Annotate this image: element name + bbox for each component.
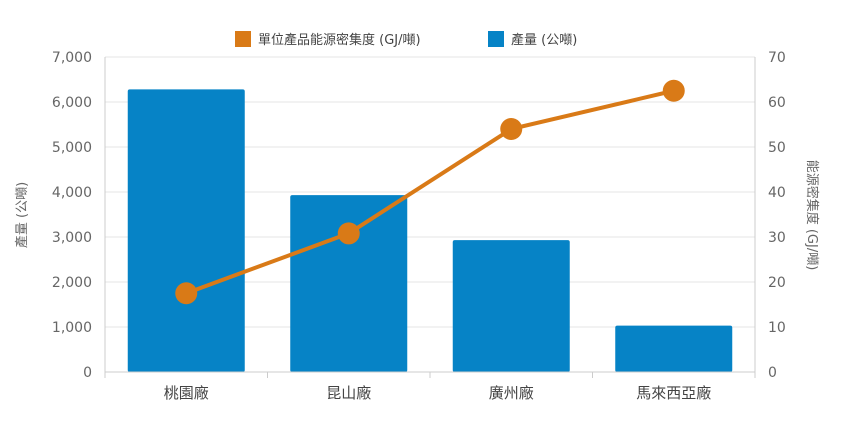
y-right-tick-label: 70 [768,50,786,66]
y-axis-left-title: 產量 (公噸) [14,182,30,248]
y-right-tick-label: 40 [768,185,786,201]
y-right-tick-label: 30 [768,230,786,246]
legend-label-production: 產量 (公噸) [511,32,577,48]
line-series [175,79,685,305]
y-left-tick-label: 0 [83,365,92,381]
legend-item-production[interactable]: 產量 (公噸) [488,31,577,48]
y-right-tick-label: 0 [768,365,777,381]
legend-label-intensity: 單位產品能源密集度 (GJ/噸) [258,32,421,48]
y-axis-right-title: 能源密集度 (GJ/噸) [804,160,820,271]
production-bar[interactable] [127,89,245,373]
x-category-label: 廣州廠 [489,384,534,402]
intensity-point[interactable] [662,79,685,102]
bar-series [127,89,733,373]
production-bar[interactable] [452,240,570,372]
y-right-tick-label: 50 [768,140,786,156]
y-left-tick-label: 6,000 [52,95,92,111]
y-left-tick-label: 5,000 [52,140,92,156]
intensity-point[interactable] [500,118,523,140]
y-left-tick-label: 1,000 [52,320,92,336]
y-right-tick-label: 20 [768,275,786,291]
legend[interactable]: 單位產品能源密集度 (GJ/噸) 產量 (公噸) [235,31,577,48]
y-left-tick-label: 2,000 [52,275,92,291]
legend-item-intensity[interactable]: 單位產品能源密集度 (GJ/噸) [235,31,421,48]
axes: 0 0 1,000 10 2,000 20 3,000 30 4,000 40 5,000 50 6,0… [52,50,786,402]
x-category-label: 馬來西亞廠 [636,384,711,402]
y-right-tick-label: 60 [768,95,786,111]
legend-swatch-production [488,31,504,47]
legend-swatch-intensity [235,31,251,47]
y-right-tick-label: 10 [768,320,786,336]
y-left-tick-label: 3,000 [52,230,92,246]
production-bar[interactable] [615,325,733,372]
production-bar[interactable] [290,195,408,372]
intensity-point[interactable] [337,222,360,245]
intensity-point[interactable] [175,282,198,305]
x-category-label: 昆山廠 [326,384,371,402]
intensity-line [185,88,675,296]
x-category-label: 桃園廠 [164,384,209,402]
y-left-tick-label: 7,000 [52,50,92,66]
y-left-tick-label: 4,000 [52,185,92,201]
